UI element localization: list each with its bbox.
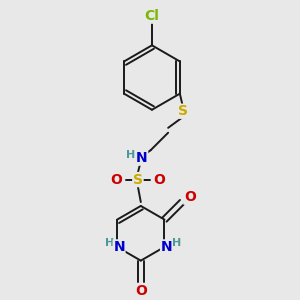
Text: H: H [126, 150, 136, 160]
Text: O: O [110, 172, 122, 187]
Text: O: O [153, 172, 165, 187]
Text: O: O [135, 284, 147, 298]
Text: S: S [178, 104, 188, 118]
Text: S: S [133, 172, 143, 187]
Text: H: H [105, 238, 114, 248]
Text: N: N [113, 240, 125, 254]
Text: N: N [136, 151, 148, 165]
Text: O: O [184, 190, 196, 204]
Text: N: N [160, 240, 172, 254]
Text: H: H [172, 238, 181, 248]
Text: Cl: Cl [145, 9, 159, 23]
